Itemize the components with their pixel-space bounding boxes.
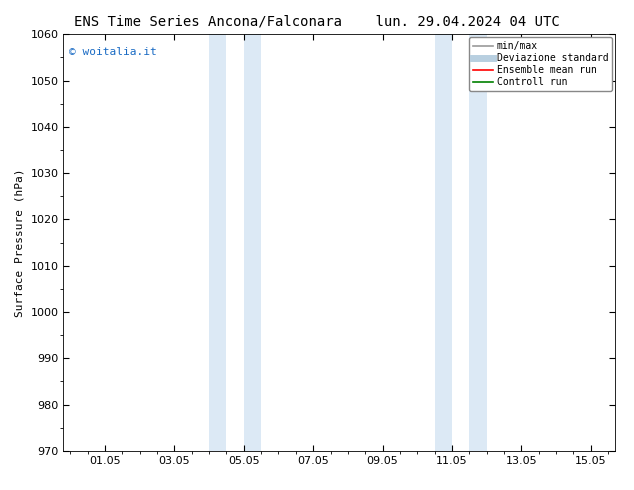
Text: ENS Time Series Ancona/Falconara    lun. 29.04.2024 04 UTC: ENS Time Series Ancona/Falconara lun. 29…	[74, 15, 560, 29]
Bar	[244, 34, 261, 451]
Text: © woitalia.it: © woitalia.it	[69, 47, 157, 57]
Bar	[209, 34, 226, 451]
Bar	[469, 34, 487, 451]
Y-axis label: Surface Pressure (hPa): Surface Pressure (hPa)	[15, 168, 25, 317]
Bar	[434, 34, 452, 451]
Legend: min/max, Deviazione standard, Ensemble mean run, Controll run: min/max, Deviazione standard, Ensemble m…	[469, 37, 612, 91]
